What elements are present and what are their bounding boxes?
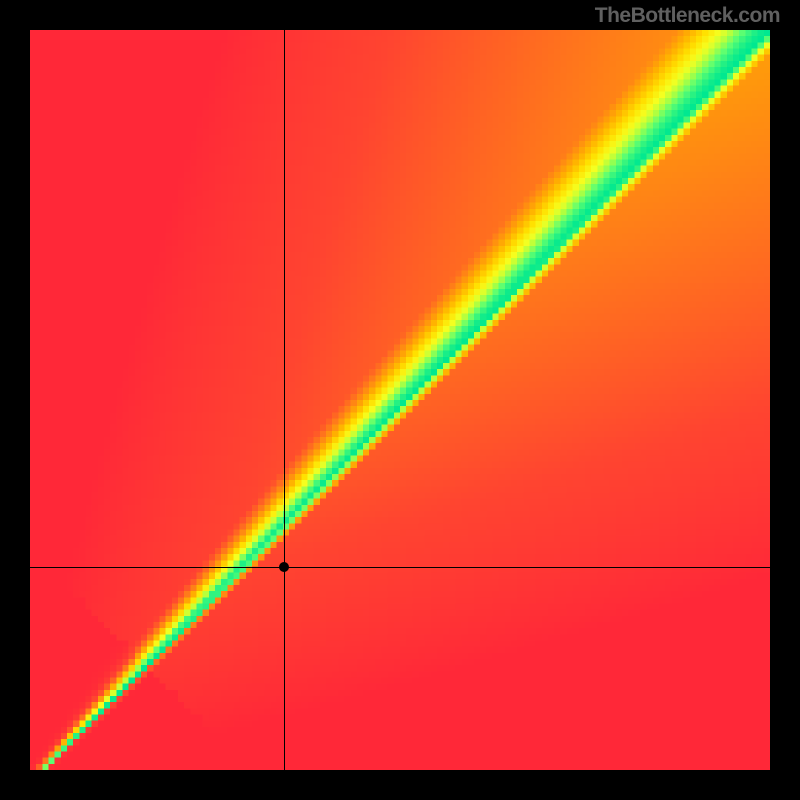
bottleneck-marker-point: [279, 562, 289, 572]
bottleneck-heatmap-plot: [30, 30, 770, 770]
watermark-text: TheBottleneck.com: [595, 4, 780, 28]
heatmap-canvas: [30, 30, 770, 770]
crosshair-horizontal: [30, 567, 770, 568]
crosshair-vertical: [284, 30, 285, 770]
